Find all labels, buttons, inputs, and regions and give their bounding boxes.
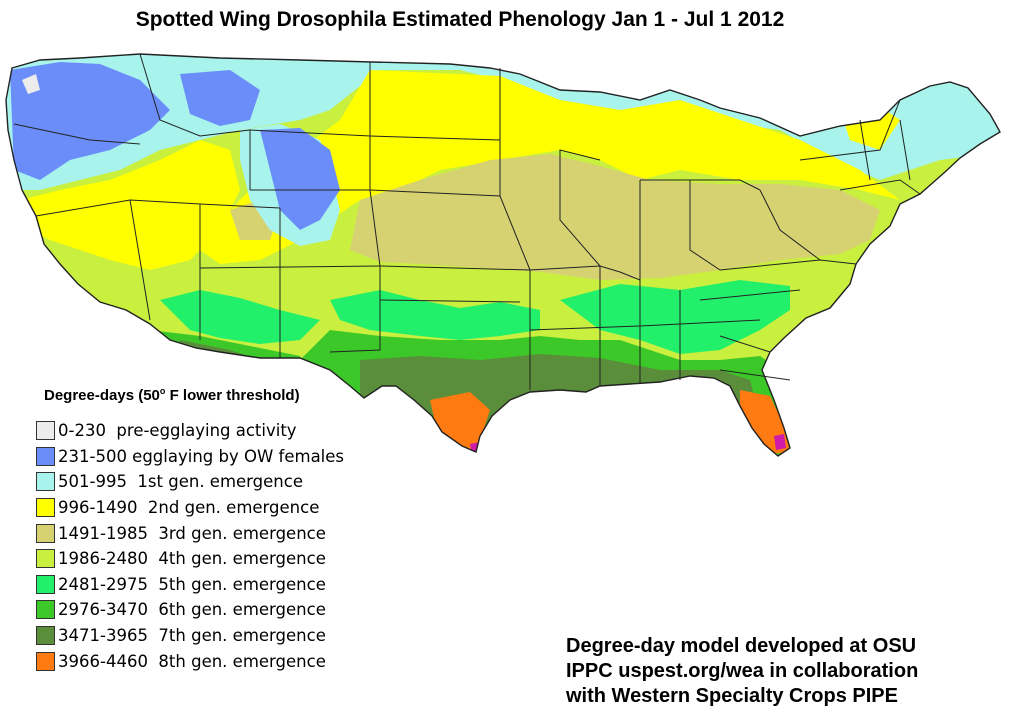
legend-title: Degree-days (50o F lower threshold) <box>44 386 376 404</box>
legend-title-degree: o <box>159 386 166 396</box>
legend-label: 501-995 1st gen. emergence <box>58 472 303 492</box>
legend-swatch <box>36 549 55 569</box>
legend-swatch <box>36 498 55 518</box>
legend-item: 1986-2480 4th gen. emergence <box>36 546 376 572</box>
legend-title-suffix: F lower threshold) <box>165 387 300 404</box>
credit-line-1: Degree-day model developed at OSU <box>566 635 917 657</box>
legend-swatch <box>36 523 55 543</box>
legend-title-main: Degree-days (50 <box>44 387 160 404</box>
legend-label: 3471-3965 7th gen. emergence <box>58 626 326 646</box>
legend-item: 996-1490 2nd gen. emergence <box>36 495 376 521</box>
credit-line-2: IPPC uspest.org/wea in collaboration <box>566 660 919 682</box>
legend-label: 1986-2480 4th gen. emergence <box>58 549 326 569</box>
legend-item: 3471-3965 7th gen. emergence <box>36 623 376 649</box>
legend-label: 1491-1985 3rd gen. emergence <box>58 523 326 543</box>
phenology-map <box>0 40 1021 470</box>
legend-item: 501-995 1st gen. emergence <box>36 469 376 495</box>
legend-item: 2481-2975 5th gen. emergence <box>36 572 376 598</box>
legend-swatch <box>36 446 55 466</box>
legend-item: 1491-1985 3rd gen. emergence <box>36 520 376 546</box>
legend-swatch <box>36 600 55 620</box>
legend-items: 0-230 pre-egglaying activity 231-500 egg… <box>36 418 376 674</box>
legend-item: 0-230 pre-egglaying activity <box>36 418 376 444</box>
legend-label: 996-1490 2nd gen. emergence <box>58 498 320 518</box>
credit-line-3: with Western Specialty Crops PIPE <box>566 685 898 707</box>
credit-text: Degree-day model developed at OSU IPPC u… <box>566 634 1016 709</box>
legend-label: 2976-3470 6th gen. emergence <box>58 600 326 620</box>
legend-label: 2481-2975 5th gen. emergence <box>58 574 326 594</box>
legend-swatch <box>36 651 55 671</box>
legend-label: 3966-4460 8th gen. emergence <box>58 651 326 671</box>
legend-swatch <box>36 626 55 646</box>
legend-label: 0-230 pre-egglaying activity <box>58 421 297 441</box>
map-legend: Degree-days (50o F lower threshold) 0-23… <box>36 386 376 674</box>
legend-item: 231-500 egglaying by OW females <box>36 444 376 470</box>
legend-swatch <box>36 421 55 441</box>
us-map-svg <box>5 53 1001 457</box>
state-borders <box>5 53 1001 457</box>
legend-item: 2976-3470 6th gen. emergence <box>36 597 376 623</box>
legend-label: 231-500 egglaying by OW females <box>58 446 345 466</box>
legend-swatch <box>36 574 55 594</box>
legend-swatch <box>36 472 55 492</box>
map-title: Spotted Wing Drosophila Estimated Phenol… <box>135 8 785 31</box>
legend-item: 3966-4460 8th gen. emergence <box>36 648 376 674</box>
